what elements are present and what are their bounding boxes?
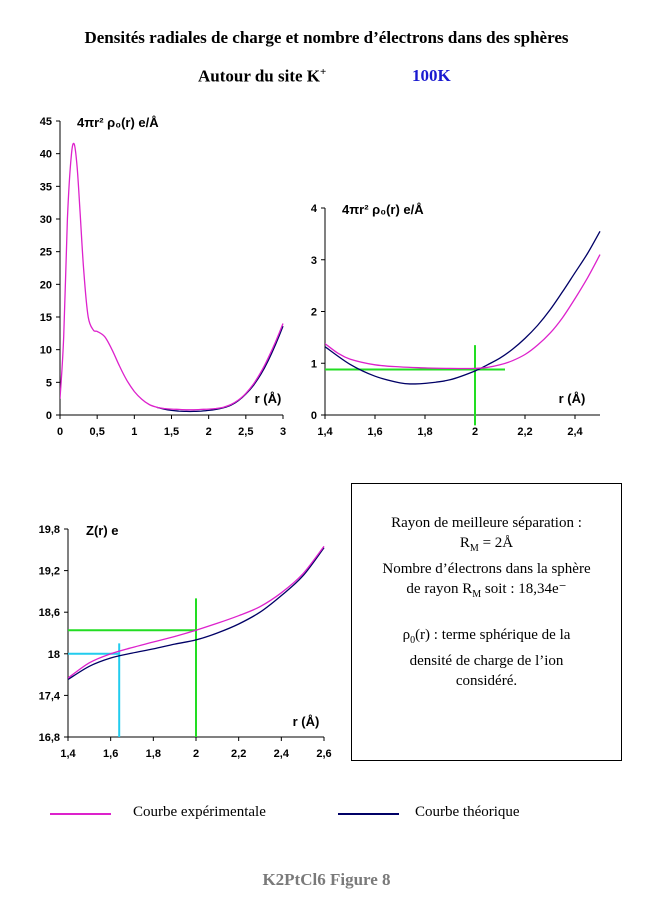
- rm-subscript: M: [469, 543, 479, 554]
- info-line-rm: RM = 2Å: [352, 533, 621, 559]
- y-tick-label: 16,8: [39, 732, 60, 744]
- x-tick-label: 2: [206, 426, 212, 438]
- y-axis-label: 4πr² ρ₀(r) e/Å: [77, 115, 159, 130]
- x-tick-label: 2: [193, 748, 199, 760]
- figure-caption: K2PtCl6 Figure 8: [262, 870, 391, 889]
- y-tick-label: 18,6: [39, 607, 60, 619]
- x-axis-label: r (Å): [255, 391, 282, 406]
- x-tick-label: 2,2: [231, 748, 246, 760]
- x-tick-label: 0,5: [90, 426, 105, 438]
- rho-text: (r) : terme sphérique de la: [415, 627, 571, 643]
- y-tick-label: 35: [40, 181, 52, 193]
- x-tick-label: 1: [131, 426, 137, 438]
- x-tick-label: 1,6: [367, 426, 382, 438]
- x-tick-label: 0: [57, 426, 63, 438]
- y-tick-label: 3: [311, 255, 317, 267]
- y-tick-label: 19,2: [39, 566, 60, 578]
- theoretical-curve: [68, 547, 325, 681]
- y-tick-label: 4: [311, 203, 318, 215]
- y-tick-label: 17,4: [39, 690, 61, 702]
- y-tick-label: 2: [311, 307, 317, 319]
- legend-experimental-swatch: [50, 813, 111, 815]
- x-tick-label: 3: [280, 426, 286, 438]
- y-tick-label: 18: [48, 649, 60, 661]
- radius-subscript: M: [472, 589, 482, 600]
- radius-pre: de rayon R: [406, 581, 473, 597]
- y-tick-label: 40: [40, 149, 52, 161]
- subtitle-superscript: +: [320, 66, 327, 78]
- x-tick-label: 2,5: [238, 426, 253, 438]
- temperature-label: 100K: [412, 66, 451, 85]
- info-line-electrons: Nombre d’électrons dans la sphère: [382, 561, 591, 577]
- info-line-separation: Rayon de meilleure séparation :: [391, 515, 582, 531]
- figure-title: Densités radiales de charge et nombre d’…: [84, 28, 569, 47]
- y-tick-label: 10: [40, 345, 52, 357]
- y-tick-label: 19,8: [39, 524, 60, 536]
- info-line-considered: considéré.: [455, 673, 518, 689]
- x-tick-label: 2,4: [567, 426, 583, 438]
- chart-3: 16,8 17,4 18 18,6 19,2 19,8 1,4 1,6 1,8 2 2,2 2,4 2,…: [39, 523, 332, 760]
- y-axis-label: Z(r) e: [86, 523, 119, 538]
- y-tick-label: 25: [40, 247, 52, 259]
- info-box: Rayon de meilleure séparation : RM = 2Å …: [351, 483, 622, 761]
- x-tick-label: 1,6: [103, 748, 118, 760]
- y-axis-label: 4πr² ρ₀(r) e/Å: [342, 202, 424, 217]
- x-tick-label: 2,4: [274, 748, 290, 760]
- info-line-rho: ρ0(r) : terme sphérique de la: [352, 625, 621, 651]
- x-tick-label: 1,8: [146, 748, 161, 760]
- chart-2: 0 1 2 3 4 1,4 1,6 1,8 2 2,2 2,4 4πr² ρ₀(r) e/Å r (Å): [311, 202, 601, 438]
- y-tick-label: 30: [40, 214, 52, 226]
- figure-subtitle: Autour du site K+: [198, 66, 326, 87]
- y-tick-label: 1: [311, 358, 317, 370]
- subtitle-text: Autour du site K: [198, 66, 321, 86]
- info-line-radius: de rayon RM soit : 18,34e⁻: [352, 579, 621, 605]
- experimental-curve: [68, 545, 325, 679]
- x-axis-label: r (Å): [293, 714, 320, 729]
- x-tick-label: 1,5: [164, 426, 179, 438]
- radius-post: soit : 18,34e⁻: [481, 581, 567, 597]
- theoretical-curve: [156, 325, 284, 413]
- rho-subscript: 0: [410, 635, 416, 646]
- theoretical-curve: [325, 230, 601, 385]
- experimental-curve: [60, 142, 284, 411]
- rm-value: = 2Å: [478, 535, 514, 551]
- x-tick-label: 1,4: [317, 426, 333, 438]
- legend-theoretical-label: Courbe théorique: [415, 804, 520, 820]
- rm-symbol: R: [459, 535, 470, 551]
- y-tick-label: 5: [46, 377, 52, 389]
- y-tick-label: 0: [46, 410, 52, 422]
- y-tick-label: 15: [40, 312, 52, 324]
- x-tick-label: 2: [472, 426, 478, 438]
- legend-theoretical-swatch: [338, 813, 399, 815]
- x-tick-label: 2,2: [517, 426, 532, 438]
- legend-experimental-label: Courbe expérimentale: [133, 804, 266, 820]
- x-axis-label: r (Å): [559, 391, 586, 406]
- chart-1: 0 5 10 15 20 25 30 35 40 45 0 0,5 1 1,5 2 2,5 3 4πr² ρ₀(r…: [40, 115, 286, 438]
- y-tick-label: 45: [40, 116, 52, 128]
- rho-symbol: ρ: [402, 627, 411, 643]
- x-tick-label: 1,4: [60, 748, 76, 760]
- experimental-curve: [325, 254, 601, 370]
- y-tick-label: 0: [311, 410, 317, 422]
- x-tick-label: 2,6: [316, 748, 331, 760]
- x-tick-label: 1,8: [417, 426, 432, 438]
- info-line-density: densité de charge de l’ion: [409, 653, 564, 669]
- y-tick-label: 20: [40, 279, 52, 291]
